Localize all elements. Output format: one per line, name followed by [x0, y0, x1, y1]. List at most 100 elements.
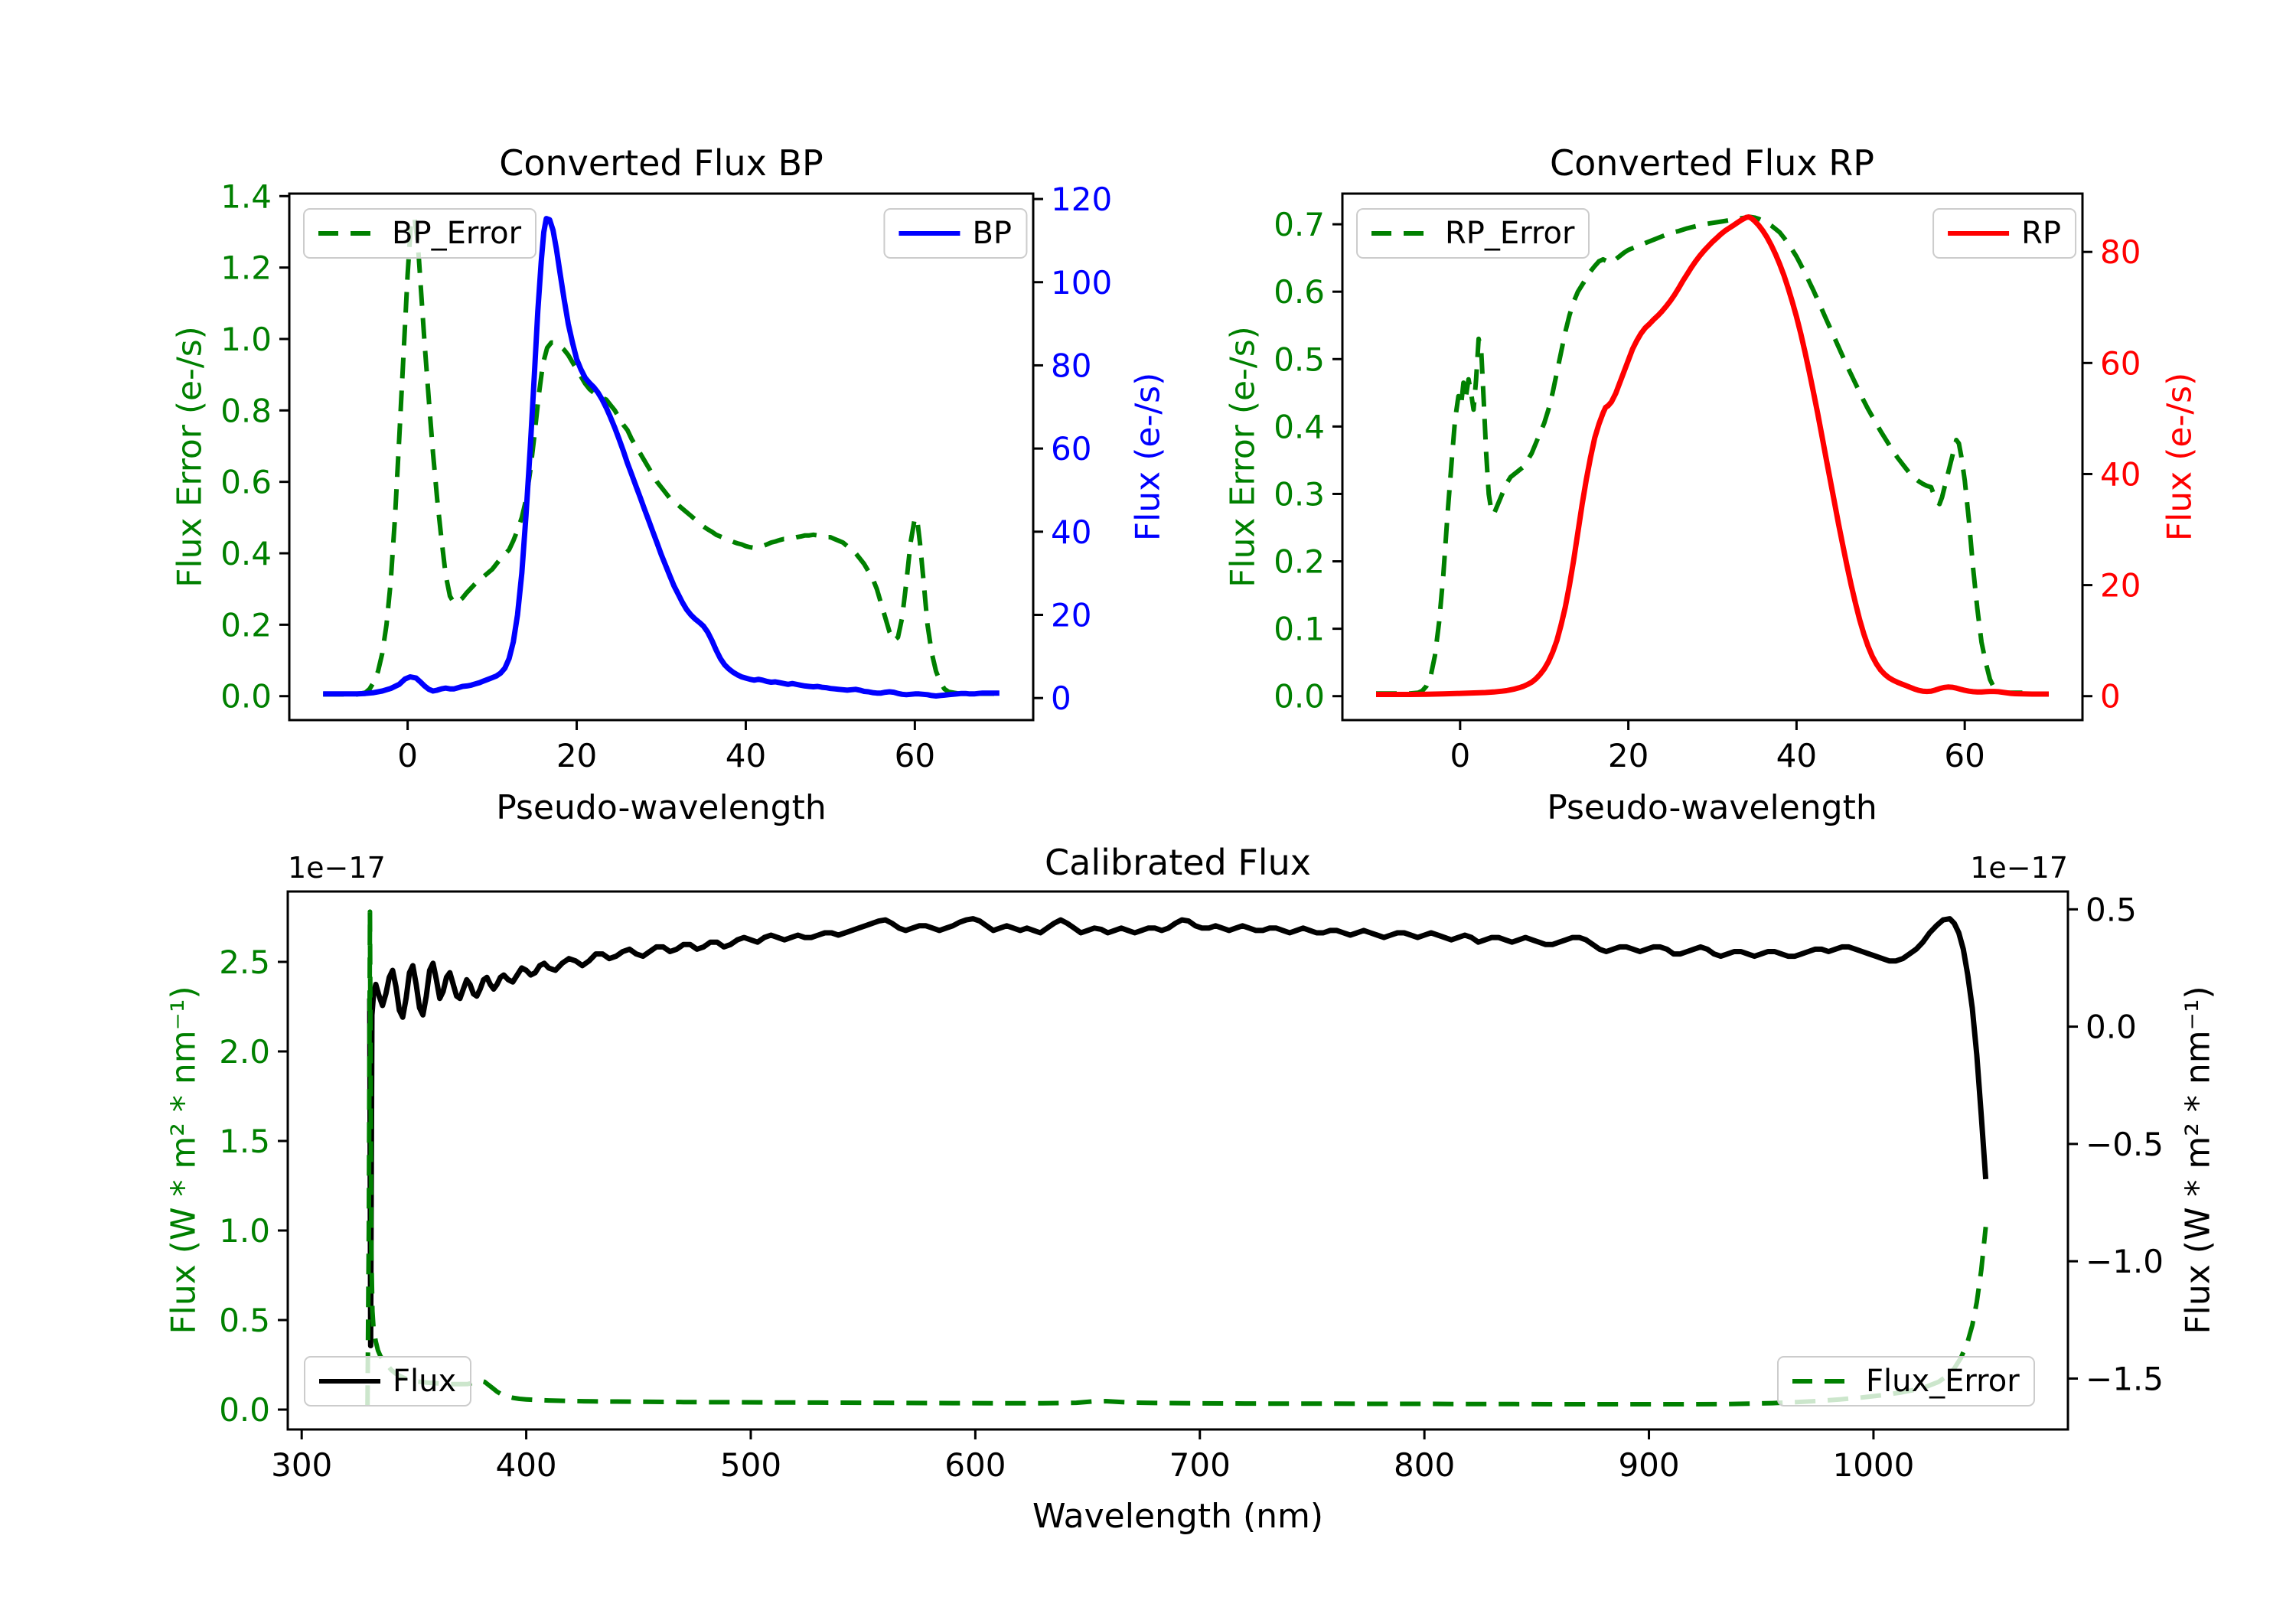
- rp-x-tick-label: 20: [1608, 737, 1649, 774]
- flux-error-legend: Flux_Error: [1777, 1356, 2035, 1407]
- flux-legend-label: Flux: [393, 1364, 457, 1399]
- bp-y-right-tick-label: 80: [1051, 347, 1091, 384]
- calibrated-yaxis-left-label: Flux (W * m² * nm⁻¹): [164, 986, 204, 1335]
- bp-x-tick-label: 40: [726, 737, 766, 774]
- bp-y-left-tick-label: 0.2: [220, 606, 272, 644]
- rp-error-legend-label: RP_Error: [1445, 216, 1575, 251]
- calibrated-x-tick-label: 900: [1618, 1446, 1679, 1484]
- bp-y-right-tick-label: 20: [1051, 597, 1091, 634]
- calibrated-y-left-tick-label: 1.0: [219, 1212, 270, 1250]
- rp-yaxis-left-label: Flux Error (e-/s): [1223, 326, 1263, 588]
- bp-y-right-tick-label: 0: [1051, 680, 1071, 717]
- bp-frame: [288, 192, 1035, 722]
- rp-y-left-tick-label: 0.5: [1274, 341, 1325, 378]
- bp-error-legend-line-icon: [318, 231, 380, 236]
- bp-x-tick-label: 20: [556, 737, 597, 774]
- rp-frame: [1341, 192, 2084, 722]
- bp-yaxis-left-label: Flux Error (e-/s): [170, 326, 210, 588]
- rp-y-right-tick-label: 0: [2100, 678, 2121, 715]
- rp-error-legend-line-icon: [1371, 231, 1433, 236]
- calibrated-y-right-tick-label: 0.0: [2086, 1009, 2137, 1046]
- bp-error-legend-label: BP_Error: [392, 216, 522, 251]
- bp-y-right-tick-label: 100: [1051, 264, 1112, 302]
- RP-line: [1376, 214, 2049, 697]
- calibrated-left-offset-text: 1e−17: [288, 851, 386, 885]
- calibrated-frame: [286, 890, 2069, 1431]
- calibrated-x-tick-label: 300: [271, 1446, 332, 1484]
- calibrated-y-right-tick-label: −1.0: [2086, 1243, 2164, 1280]
- calibrated-yaxis-right-label: Flux (W * m² * nm⁻¹): [2178, 986, 2218, 1335]
- calibrated-y-right-tick-label: −1.5: [2086, 1360, 2164, 1397]
- bp-y-right-tick-label: 120: [1051, 181, 1112, 218]
- bp-plot-title: Converted Flux BP: [499, 142, 823, 184]
- rp-y-right-tick-label: 80: [2100, 233, 2141, 271]
- flux-legend-line-icon: [319, 1379, 380, 1384]
- calibrated-y-left-tick-label: 2.5: [219, 944, 270, 981]
- calibrated-x-tick-label: 600: [944, 1446, 1006, 1484]
- rp-legend-label: RP: [2021, 216, 2061, 251]
- rp-error-legend: RP_Error: [1356, 208, 1590, 259]
- rp-y-right-tick-label: 40: [2100, 455, 2141, 493]
- rp-plot-area: 0 20 40 60 0.0 0.1 0.2 0.3 0.4 0.5 0.6 0.7 0 20 40 60 80: [1274, 192, 2141, 774]
- bp-y-left-tick-label: 0.8: [220, 392, 272, 429]
- rp-legend: RP: [1932, 208, 2076, 259]
- calibrated-y-right-tick-label: −0.5: [2086, 1126, 2164, 1163]
- calibrated-y-left-tick-label: 0.0: [219, 1391, 270, 1429]
- flux-legend: Flux: [304, 1356, 472, 1407]
- Flux-line: [367, 916, 1989, 1348]
- rp-y-right-tick-label: 60: [2100, 344, 2141, 382]
- bp-y-right-tick-label: 60: [1051, 430, 1091, 468]
- calibrated-y-left-tick-label: 2.0: [219, 1033, 270, 1071]
- bp-y-left-tick-label: 0.0: [220, 678, 272, 715]
- rp-y-right-tick-label: 20: [2100, 567, 2141, 605]
- bp-y-left-tick-label: 0.6: [220, 464, 272, 501]
- rp-x-tick-label: 60: [1944, 737, 1985, 774]
- rp-y-left-tick-label: 0.3: [1274, 475, 1325, 513]
- calibrated-y-left-tick-label: 0.5: [219, 1302, 270, 1339]
- bp-y-left-tick-label: 0.4: [220, 535, 272, 572]
- bp-plot-area: 0 20 40 60 0.0 0.2 0.4 0.6 0.8 1.0 1.2 1.4 0 20 40 60 80…: [220, 178, 1112, 774]
- rp-plot-title: Converted Flux RP: [1550, 142, 1874, 184]
- rp-y-left-tick-label: 0.2: [1274, 543, 1325, 581]
- bp-error-legend: BP_Error: [303, 208, 537, 259]
- flux-error-legend-line-icon: [1792, 1379, 1854, 1384]
- bp-x-tick-label: 60: [895, 737, 935, 774]
- bp-legend-line-icon: [899, 231, 960, 236]
- calibrated-right-offset-text: 1e−17: [1970, 851, 2068, 885]
- rp-y-left-tick-label: 0.1: [1274, 611, 1325, 648]
- bp-y-left-tick-label: 1.4: [220, 178, 272, 215]
- rp-x-tick-label: 0: [1450, 737, 1470, 774]
- rp-y-left-tick-label: 0.4: [1274, 408, 1325, 445]
- rp-y-left-tick-label: 0.7: [1274, 206, 1325, 243]
- calibrated-x-tick-label: 800: [1394, 1446, 1455, 1484]
- bp-y-left-tick-label: 1.2: [220, 249, 272, 287]
- calibrated-plot-area: 300 400 500 600 700 800 900 1000 0.0 0.5 1.0 1.5 2.0…: [219, 890, 2164, 1484]
- rp-legend-line-icon: [1948, 231, 2010, 236]
- bp-x-tick-label: 0: [397, 737, 418, 774]
- calibrated-x-tick-label: 700: [1169, 1446, 1231, 1484]
- RP_Error-line: [1376, 214, 2024, 696]
- flux-error-legend-label: Flux_Error: [1866, 1364, 2020, 1399]
- bp-legend-label: BP: [972, 216, 1012, 251]
- bp-yaxis-right-label: Flux (e-/s): [1128, 372, 1168, 542]
- calibrated-xaxis-label: Wavelength (nm): [1032, 1497, 1324, 1536]
- BP_Error-line: [323, 215, 1000, 697]
- calibrated-x-tick-label: 500: [720, 1446, 781, 1484]
- rp-y-left-tick-label: 0.0: [1274, 678, 1325, 715]
- BP-line: [323, 216, 1000, 699]
- rp-y-left-tick-label: 0.6: [1274, 273, 1325, 311]
- rp-x-tick-label: 40: [1776, 737, 1817, 774]
- bp-y-left-tick-label: 1.0: [220, 321, 272, 358]
- calibrated-y-left-tick-label: 1.5: [219, 1123, 270, 1160]
- bp-y-right-tick-label: 40: [1051, 513, 1091, 551]
- rp-yaxis-right-label: Flux (e-/s): [2160, 372, 2200, 542]
- Flux_Error-line: [365, 909, 1988, 1407]
- bp-xaxis-label: Pseudo-wavelength: [496, 788, 827, 827]
- bp-legend: BP: [883, 208, 1027, 259]
- calibrated-x-tick-label: 1000: [1832, 1446, 1914, 1484]
- rp-xaxis-label: Pseudo-wavelength: [1547, 788, 1877, 827]
- calibrated-plot-title: Calibrated Flux: [1045, 842, 1311, 883]
- calibrated-y-right-tick-label: 0.5: [2086, 891, 2137, 928]
